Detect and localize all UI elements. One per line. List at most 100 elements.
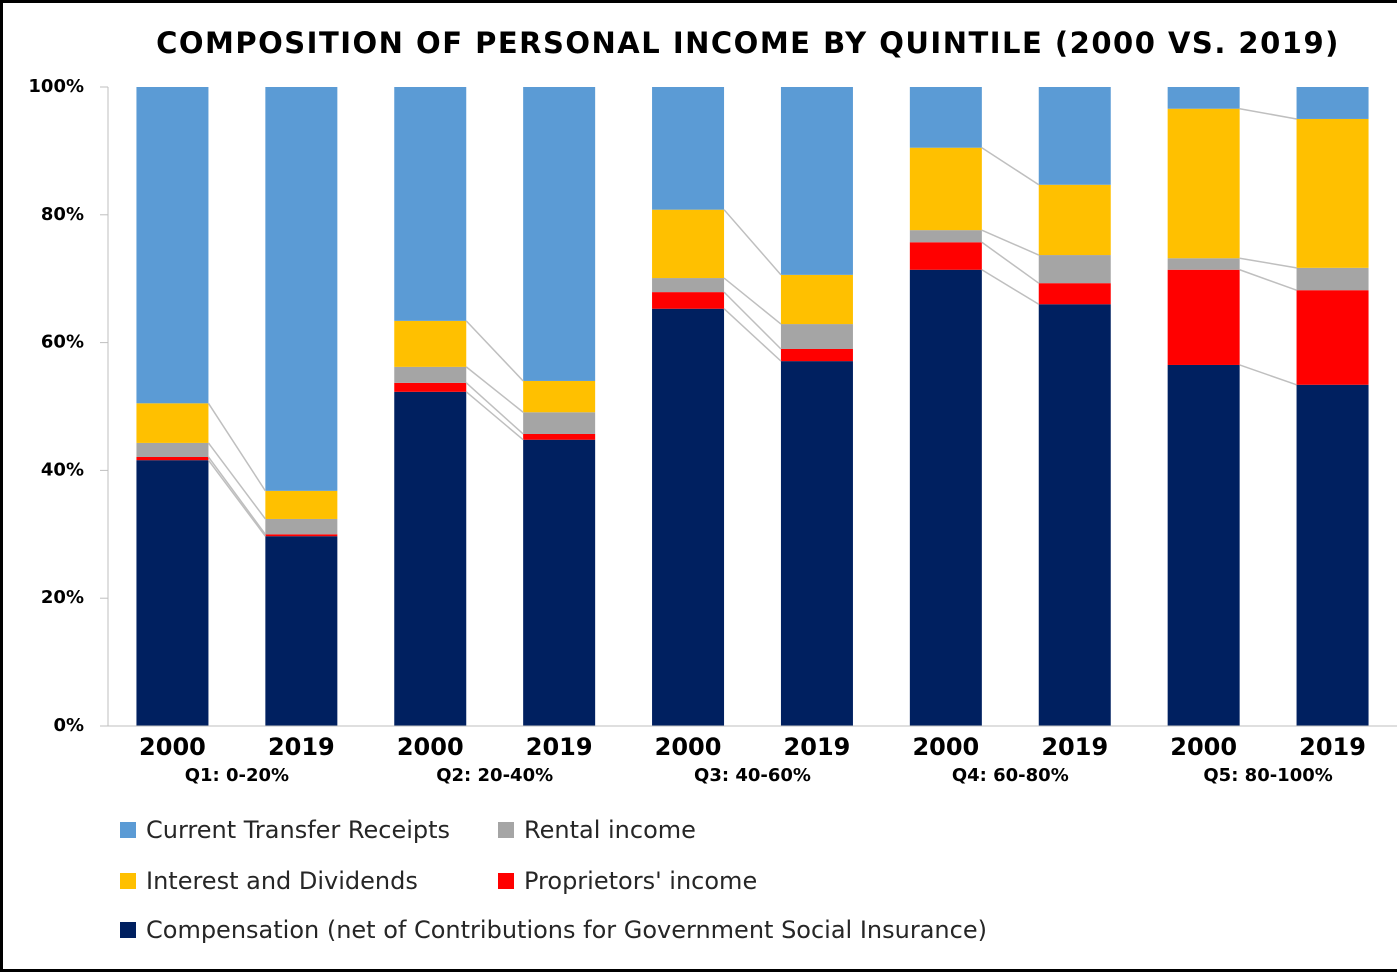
bar-segment [1038, 87, 1111, 185]
y-tick-label: 40% [41, 459, 84, 480]
bar-segment [652, 308, 725, 726]
connector-line [1239, 269, 1297, 291]
bar-segment [652, 278, 725, 293]
connector-line [465, 366, 524, 413]
connector-line [981, 229, 1040, 256]
connector-line [207, 442, 266, 520]
bar-segment [523, 433, 596, 440]
x-tick-label: 2019 [1299, 733, 1366, 761]
legend-label: Rental income [524, 816, 696, 844]
x-tick-label: 2000 [1170, 733, 1237, 761]
legend-swatch [120, 822, 136, 838]
bar-segment [136, 403, 209, 443]
bar-segment [1038, 304, 1111, 726]
bar-segment [265, 87, 338, 491]
connector-line [1239, 257, 1297, 269]
bar-segment [136, 456, 209, 461]
legend-label: Interest and Dividends [146, 867, 418, 895]
bar-segment [265, 534, 338, 537]
x-tick-label: 2000 [655, 733, 722, 761]
bar-segment [780, 87, 853, 275]
y-tick-label: 60% [41, 332, 84, 353]
bar-segment [780, 324, 853, 349]
connector-line [465, 391, 524, 441]
bar-segment [523, 87, 596, 381]
y-tick-label: 80% [41, 204, 84, 225]
bar-segment [523, 439, 596, 726]
bar-segment [1296, 118, 1369, 268]
bar-segment [265, 518, 338, 535]
chart-title: COMPOSITION OF PERSONAL INCOME BY QUINTI… [156, 26, 1340, 60]
connector-line [723, 277, 782, 325]
bar-segment [1296, 87, 1369, 119]
bar-segment [909, 230, 982, 243]
bar-segment [394, 320, 467, 367]
y-tick-label: 100% [28, 76, 84, 97]
connector-line [1239, 364, 1297, 386]
bar-segment [1167, 87, 1240, 109]
bar-segment [394, 366, 467, 383]
bar-segment [394, 391, 467, 726]
bar-segment [909, 242, 982, 270]
legend-swatch [120, 873, 136, 889]
connector-line [723, 291, 782, 350]
bar-segment [136, 442, 209, 457]
x-tick-label: 2000 [139, 733, 206, 761]
legend-label: Current Transfer Receipts [146, 816, 450, 844]
legend-label: Proprietors' income [524, 867, 757, 895]
y-tick-label: 0% [53, 715, 84, 736]
bar-segment [909, 147, 982, 231]
bar-segment [136, 87, 209, 404]
bar-segment [780, 361, 853, 726]
x-tick-label: 2019 [268, 733, 335, 761]
connector-line [465, 382, 524, 435]
connector-line [723, 209, 782, 276]
bar-segment [1167, 258, 1240, 270]
group-label: Q4: 60-80% [952, 765, 1069, 786]
x-tick-label: 2019 [526, 733, 593, 761]
bar-segment [652, 292, 725, 309]
bar-segment [1296, 290, 1369, 385]
group-label: Q2: 20-40% [436, 765, 553, 786]
bar-segment [394, 382, 467, 392]
connector-line [981, 147, 1040, 186]
bar-segment [780, 348, 853, 362]
bar-segment [1038, 184, 1111, 256]
legend-label: Compensation (net of Contributions for G… [146, 916, 987, 944]
x-tick-label: 2019 [784, 733, 851, 761]
bar-segment [652, 87, 725, 210]
group-label: Q3: 40-60% [694, 765, 811, 786]
bar-segment [1296, 267, 1369, 291]
legend-swatch [498, 822, 514, 838]
bar-segment [909, 269, 982, 726]
bar-segment [1038, 283, 1111, 305]
x-tick-label: 2000 [397, 733, 464, 761]
bar-segment [265, 536, 338, 726]
bar-segment [1296, 384, 1369, 726]
connector-line [723, 308, 782, 362]
bar-segment [1167, 108, 1240, 259]
connector-line [207, 459, 266, 537]
connector-line [465, 320, 524, 382]
x-tick-label: 2000 [912, 733, 979, 761]
bar-segment [265, 490, 338, 519]
connector-line [207, 456, 266, 535]
bar-segment [1167, 269, 1240, 365]
legend-swatch [498, 873, 514, 889]
bar-segment [394, 87, 467, 321]
connector-line [1239, 107, 1297, 120]
bar-segment [909, 87, 982, 148]
bar-segment [523, 380, 596, 413]
bar-segment [1038, 255, 1111, 284]
connector-line [981, 241, 1040, 284]
bar-segment [780, 274, 853, 325]
y-tick-label: 20% [41, 587, 84, 608]
bar-segment [652, 209, 725, 279]
connector-line [981, 269, 1040, 305]
x-tick-label: 2019 [1041, 733, 1108, 761]
bar-segment [136, 460, 209, 726]
group-label: Q5: 80-100% [1203, 765, 1332, 786]
